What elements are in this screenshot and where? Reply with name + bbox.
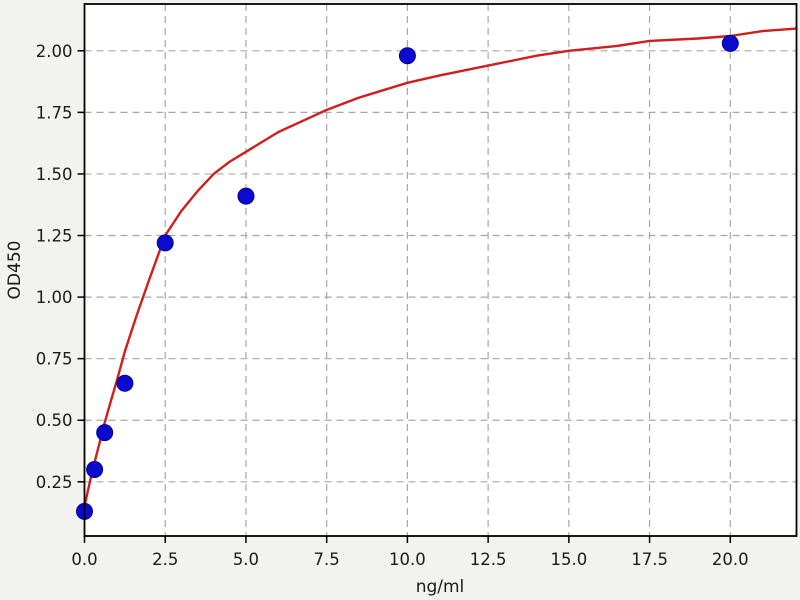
data-point (86, 461, 104, 478)
x-tick-label: 5.0 (233, 550, 259, 569)
y-tick-label: 1.25 (36, 227, 73, 246)
y-tick-label: 1.00 (36, 288, 73, 307)
x-tick-label: 17.5 (631, 550, 668, 569)
x-tick-label: 0.0 (71, 550, 97, 569)
data-point (237, 187, 255, 205)
x-axis-label: ng/ml (416, 577, 465, 597)
y-tick-label: 0.50 (36, 411, 73, 430)
y-axis-label: OD450 (5, 241, 25, 300)
y-tick-label: 2.00 (36, 42, 73, 61)
y-tick-label: 0.75 (36, 350, 73, 369)
fit-curve (83, 27, 798, 508)
data-point (721, 34, 739, 52)
x-tick-label: 20.0 (712, 550, 749, 569)
x-tick-label: 7.5 (314, 550, 340, 569)
x-tick-label: 15.0 (550, 550, 587, 569)
x-tick-label: 12.5 (470, 550, 507, 569)
x-tick-label: 2.5 (152, 550, 178, 569)
data-point (116, 374, 134, 392)
plot-border (83, 3, 798, 537)
y-tick-label: 1.50 (36, 165, 73, 184)
y-tick-label: 0.25 (36, 473, 73, 492)
data-point (156, 234, 174, 252)
x-tick-label: 10.0 (389, 550, 426, 569)
data-point (398, 47, 416, 65)
y-tick-label: 1.75 (36, 103, 73, 122)
data-point (96, 424, 114, 442)
plot-area (84, 4, 797, 536)
